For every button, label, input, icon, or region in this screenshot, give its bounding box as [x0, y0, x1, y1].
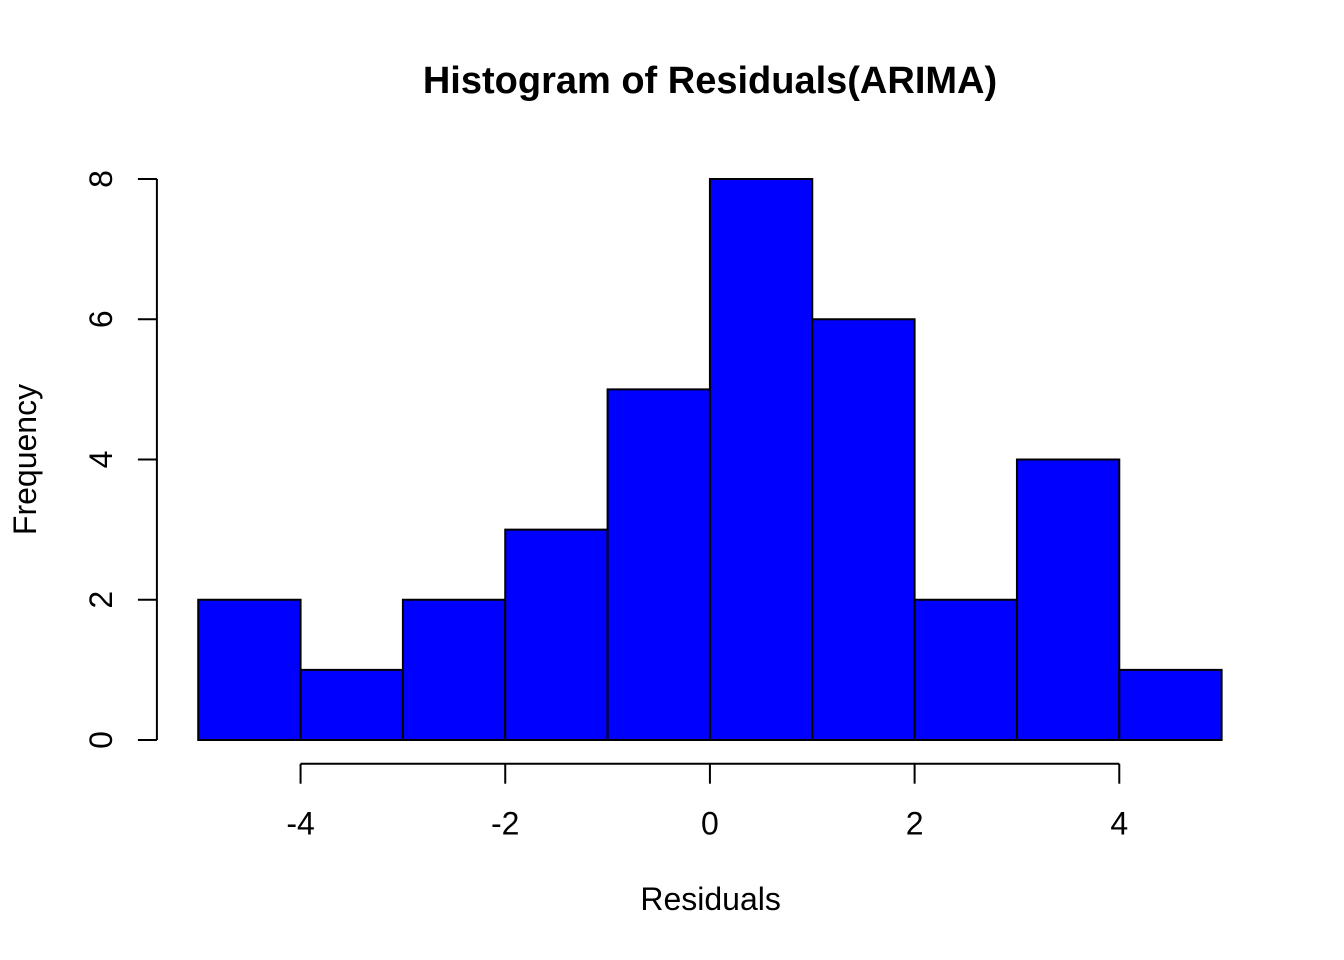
svg-text:4: 4: [1110, 806, 1128, 842]
svg-text:8: 8: [83, 170, 119, 188]
svg-text:4: 4: [83, 451, 119, 469]
svg-text:2: 2: [906, 806, 924, 842]
svg-text:2: 2: [83, 591, 119, 609]
svg-text:-4: -4: [286, 806, 314, 842]
svg-text:Frequency: Frequency: [7, 384, 43, 535]
svg-text:Histogram of Residuals(ARIMA): Histogram of Residuals(ARIMA): [423, 60, 997, 102]
svg-text:6: 6: [83, 310, 119, 328]
svg-text:0: 0: [83, 731, 119, 749]
svg-text:0: 0: [701, 806, 719, 842]
svg-text:-2: -2: [491, 806, 519, 842]
svg-text:Residuals: Residuals: [640, 881, 781, 917]
